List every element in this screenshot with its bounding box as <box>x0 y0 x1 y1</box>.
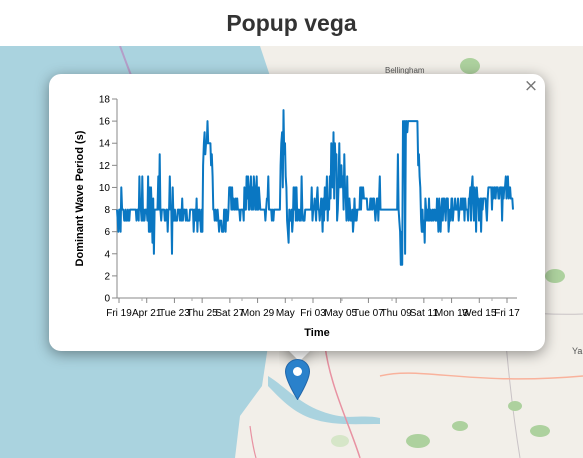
map-pin-icon[interactable] <box>285 359 310 400</box>
y-tick-label: 4 <box>104 249 110 260</box>
map-place-label-2: Ya <box>572 346 582 356</box>
x-tick-label: Apr 21 <box>132 308 162 319</box>
x-tick-label: May <box>276 308 295 319</box>
x-tick-label: Wed 15 <box>462 308 497 319</box>
y-tick-label: 16 <box>99 117 111 128</box>
x-tick-label: Fri 03 <box>300 308 326 319</box>
y-axis: 0 2 4 6 8 10 12 14 16 18 <box>99 95 117 305</box>
x-tick-label: Mon 29 <box>241 308 275 319</box>
y-tick-label: 12 <box>99 161 111 172</box>
x-tick-label: Fri 17 <box>494 308 520 319</box>
y-tick-label: 8 <box>104 205 110 216</box>
y-tick-label: 18 <box>99 95 111 106</box>
chart-popup: × 0 2 4 6 8 10 12 14 16 18 Fri 19 Apr 21 Tue 23 Thu … <box>49 74 545 351</box>
y-axis-title: Dominant Wave Period (s) <box>74 130 86 266</box>
x-tick-label: Tue 23 <box>159 308 190 319</box>
x-tick-label: Tue 07 <box>353 308 384 319</box>
y-tick-label: 10 <box>99 183 111 194</box>
series-line <box>117 110 513 265</box>
y-tick-label: 0 <box>104 294 110 305</box>
x-axis-title: Time <box>304 327 329 339</box>
x-tick-label: Thu 25 <box>187 308 219 319</box>
x-tick-label: Fri 19 <box>106 308 132 319</box>
y-tick-label: 14 <box>99 139 111 150</box>
x-tick-label: Thu 09 <box>381 308 413 319</box>
y-tick-label: 2 <box>104 271 110 282</box>
page-title: Popup vega <box>0 0 583 46</box>
y-tick-label: 6 <box>104 227 110 238</box>
